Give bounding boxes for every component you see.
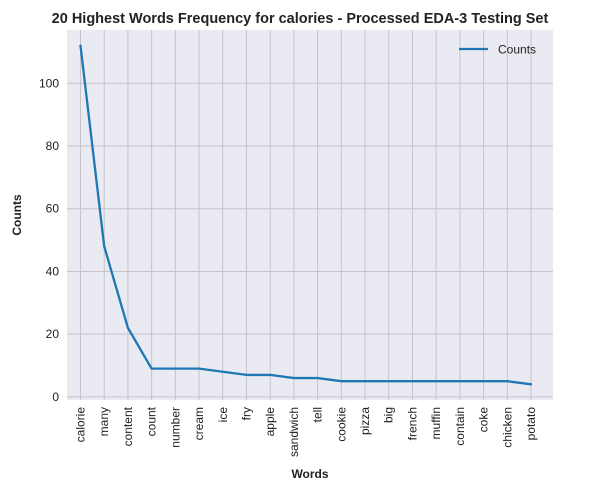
x-axis-label: Words — [291, 467, 328, 481]
legend-label: Counts — [498, 43, 536, 57]
y-tick-label: 100 — [39, 76, 59, 90]
x-tick-label: ice — [216, 407, 230, 423]
y-tick-label: 0 — [52, 390, 59, 404]
x-tick-label: muffin — [429, 407, 443, 439]
x-tick-label: potato — [524, 407, 538, 441]
x-tick-label: contain — [453, 407, 467, 446]
x-tick-label: chicken — [500, 407, 514, 448]
x-tick-label: apple — [263, 407, 277, 437]
series-group — [79, 44, 533, 386]
x-tick-label: french — [405, 407, 419, 440]
legend: Counts — [459, 43, 536, 57]
chart-title: 20 Highest Words Frequency for calories … — [52, 11, 549, 27]
x-tick-label: pizza — [358, 407, 372, 435]
x-tick-label: coke — [477, 407, 491, 433]
x-tick-label: fry — [239, 407, 253, 420]
x-tick-label: big — [382, 407, 396, 423]
plot-area — [67, 30, 553, 400]
series-line — [79, 44, 533, 386]
x-tick-label: cream — [192, 407, 206, 440]
y-axis-ticks: 0 20 40 60 80 100 — [39, 76, 59, 404]
x-tick-label: calorie — [74, 407, 88, 443]
y-tick-label: 80 — [46, 139, 60, 153]
grid-lines — [67, 30, 553, 400]
y-tick-label: 40 — [46, 264, 60, 278]
y-axis-label: Counts — [10, 194, 24, 236]
x-tick-label: sandwich — [287, 407, 301, 457]
x-tick-label: number — [168, 407, 182, 448]
y-tick-label: 20 — [46, 327, 60, 341]
y-tick-label: 60 — [46, 202, 60, 216]
x-tick-label: cookie — [334, 407, 348, 442]
x-tick-label: content — [121, 406, 135, 446]
x-axis-ticks: calorie many content count number cream ice fry… — [74, 406, 539, 457]
x-tick-label: many — [97, 407, 111, 436]
x-tick-label: count — [145, 406, 159, 436]
x-tick-label: tell — [311, 407, 325, 422]
